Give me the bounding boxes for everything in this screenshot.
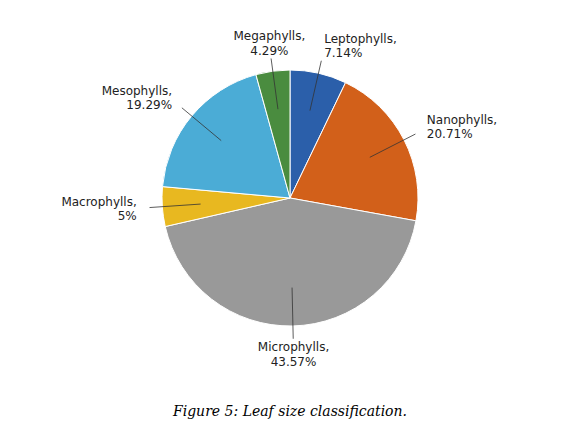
caption: Figure 5: Leaf size classification.	[172, 403, 407, 419]
leader-line	[292, 288, 293, 339]
data-label: Macrophylls,5%	[61, 195, 136, 223]
label-category: Leptophylls,	[324, 32, 397, 46]
label-category: Macrophylls,	[61, 195, 136, 209]
label-value: 5%	[118, 209, 137, 223]
leader-line	[271, 58, 278, 109]
slice	[256, 70, 290, 198]
leader-line	[310, 61, 321, 111]
leader-line	[182, 108, 221, 141]
label-value: 4.29%	[250, 44, 288, 58]
slice	[290, 83, 418, 221]
label-category: Megaphylls,	[233, 29, 305, 43]
data-label: Megaphylls,4.29%	[233, 29, 305, 57]
label-value: 43.57%	[271, 355, 317, 369]
label-value: 7.14%	[324, 46, 362, 60]
label-value: 19.29%	[126, 98, 172, 112]
label-category: Mesophylls,	[102, 84, 172, 98]
data-label: Mesophylls,19.29%	[102, 84, 172, 112]
chart: Leptophylls,7.14% Nanophylls,20.71% Microp…	[0, 0, 580, 430]
data-label: Nanophylls,20.71%	[427, 113, 497, 141]
leader-line	[370, 134, 416, 157]
data-label: Microphylls,43.57%	[258, 340, 329, 368]
data-label: Leptophylls,7.14%	[324, 32, 397, 60]
label-category: Microphylls,	[258, 340, 329, 354]
labels: Leptophylls,7.14% Nanophylls,20.71% Microp…	[61, 29, 497, 368]
label-value: 20.71%	[427, 127, 473, 141]
label-category: Nanophylls,	[427, 113, 497, 127]
leader-line	[150, 204, 201, 207]
pie	[162, 70, 418, 326]
